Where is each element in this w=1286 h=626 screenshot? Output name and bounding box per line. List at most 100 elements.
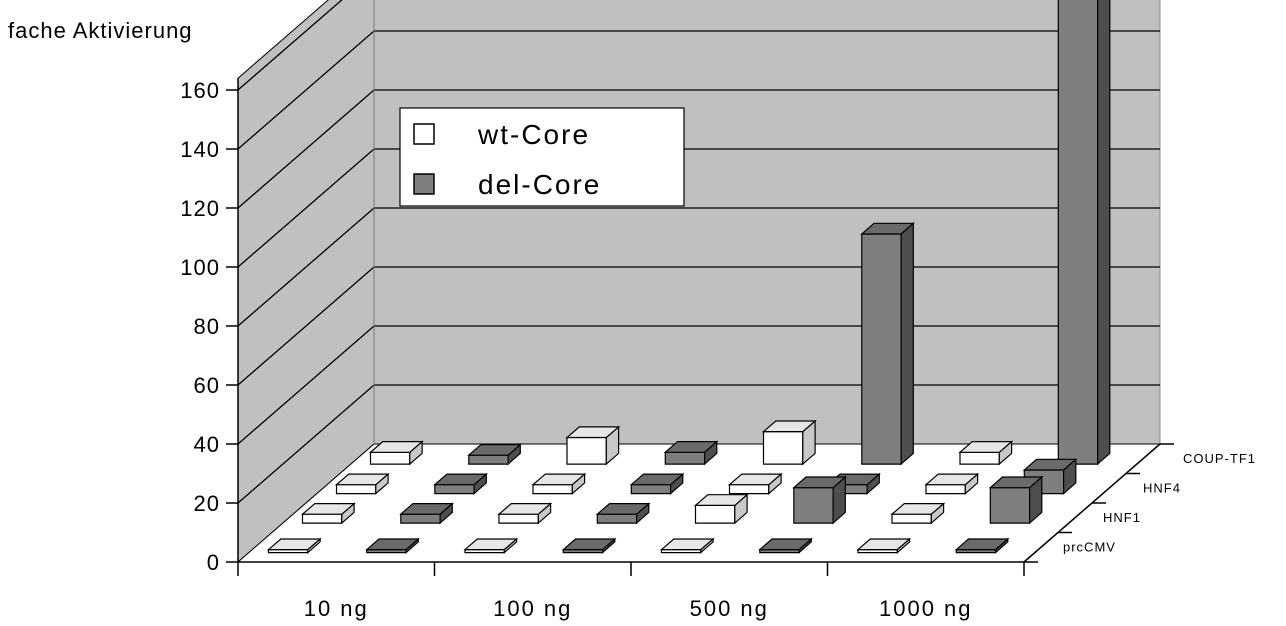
axes (226, 78, 1174, 576)
y-tick-label: 80 (194, 314, 220, 339)
bar-top (561, 538, 617, 551)
bar-top (890, 503, 946, 515)
bar-top (1022, 458, 1078, 471)
bar-front (532, 484, 573, 495)
depth-tick-label: HNF1 (1103, 510, 1141, 525)
y-tick-label: 20 (194, 491, 220, 516)
bar-del-core (792, 475, 847, 525)
bar-top (954, 538, 1010, 551)
bar-front (630, 484, 672, 495)
y-tick-label: 120 (180, 196, 220, 221)
y-tick-label: 140 (180, 137, 220, 162)
bar-front (369, 451, 411, 465)
legend-swatch-del-core (413, 173, 435, 195)
bar-top (693, 494, 749, 506)
bar-del-core (860, 221, 915, 466)
bar-top (860, 222, 915, 235)
bar-side (900, 221, 914, 466)
bar-front (498, 513, 539, 524)
bar-wt-core (300, 502, 356, 525)
bar-front (861, 233, 902, 465)
bar-front (793, 487, 834, 524)
bar-front (728, 484, 770, 495)
y-tick-label: 40 (194, 432, 220, 457)
bar-top (497, 503, 553, 515)
bar-del-core (1022, 457, 1078, 495)
bar-front (959, 451, 1000, 465)
x-tick-labels: 10 ng 100 ng 500 ng 1000 ng (304, 596, 973, 621)
bar-del-core (433, 472, 488, 495)
bar-del-core (954, 537, 1010, 554)
bar-del-core (988, 475, 1044, 525)
bar-top (727, 473, 783, 486)
depth-tick-label: COUP-TF1 (1183, 451, 1256, 466)
bar-top (856, 538, 912, 551)
x-tick-label: 100 ng (493, 596, 572, 621)
legend-swatch-wt-core (413, 123, 435, 145)
bar-top (761, 420, 817, 433)
bar-del-core (595, 502, 651, 525)
x-tick-label: 1000 ng (879, 596, 973, 621)
bar-front (762, 431, 804, 465)
y-axis-title: fache Aktivierung (8, 18, 193, 43)
y-tick-label: 60 (194, 373, 220, 398)
legend: wt-Core del-Core (399, 107, 685, 207)
bar-front (400, 513, 441, 524)
gridline (237, 0, 343, 91)
bar-wt-core (924, 472, 980, 495)
back-wall (373, 0, 1161, 445)
bar-top (758, 538, 813, 551)
bar-top (924, 473, 980, 486)
bar-side (1096, 0, 1111, 466)
bar-top (565, 426, 621, 439)
bar-front (301, 513, 343, 524)
bar-del-core (1057, 0, 1111, 466)
bar-top (629, 473, 685, 486)
bar-top (531, 473, 587, 486)
bar-wt-core (463, 537, 519, 554)
bar-top (300, 503, 356, 515)
bar-del-core (758, 537, 813, 554)
bar-front (664, 451, 706, 465)
bar-top (368, 441, 424, 453)
bar-front (891, 513, 932, 524)
bar-wt-core (565, 425, 621, 466)
bar-wt-core (659, 537, 715, 554)
y-tick-label: 0 (207, 550, 220, 575)
bar-top (988, 476, 1044, 489)
bar-front (596, 513, 638, 524)
legend-label-wt-core: wt-Core (477, 119, 590, 150)
bar-del-core (561, 537, 617, 554)
bar-front (468, 454, 509, 465)
bar-front (989, 487, 1031, 524)
bar-del-core (629, 472, 685, 495)
bar-top (467, 444, 522, 456)
bar-top (334, 473, 390, 486)
bar-wt-core (958, 440, 1014, 466)
x-tick-label: 500 ng (690, 596, 769, 621)
bar-del-core (399, 502, 454, 525)
bar-wt-core (761, 419, 817, 466)
bar-wt-core (693, 493, 749, 525)
bar-top (266, 538, 322, 551)
bar-wt-core (266, 537, 322, 554)
bar-wt-core (890, 502, 946, 525)
bar-top (792, 476, 847, 489)
x-tick-label: 10 ng (304, 596, 369, 621)
depth-tick-label: HNF4 (1143, 480, 1181, 495)
bar-top (365, 538, 420, 551)
bar-front (566, 436, 607, 465)
y-tick-label: 160 (180, 78, 220, 103)
legend-label-del-core: del-Core (478, 169, 601, 200)
y-tick-label: 100 (180, 255, 220, 280)
legend-box (399, 107, 685, 207)
bar-wt-core (856, 537, 912, 554)
bars (266, 0, 1111, 554)
bar-wt-core (531, 472, 587, 495)
bar-del-core (467, 443, 522, 466)
bar-front (335, 484, 377, 495)
y-tick-labels: 0 20 40 60 80 100 120 140 160 (180, 78, 220, 575)
bar-top (595, 503, 651, 515)
